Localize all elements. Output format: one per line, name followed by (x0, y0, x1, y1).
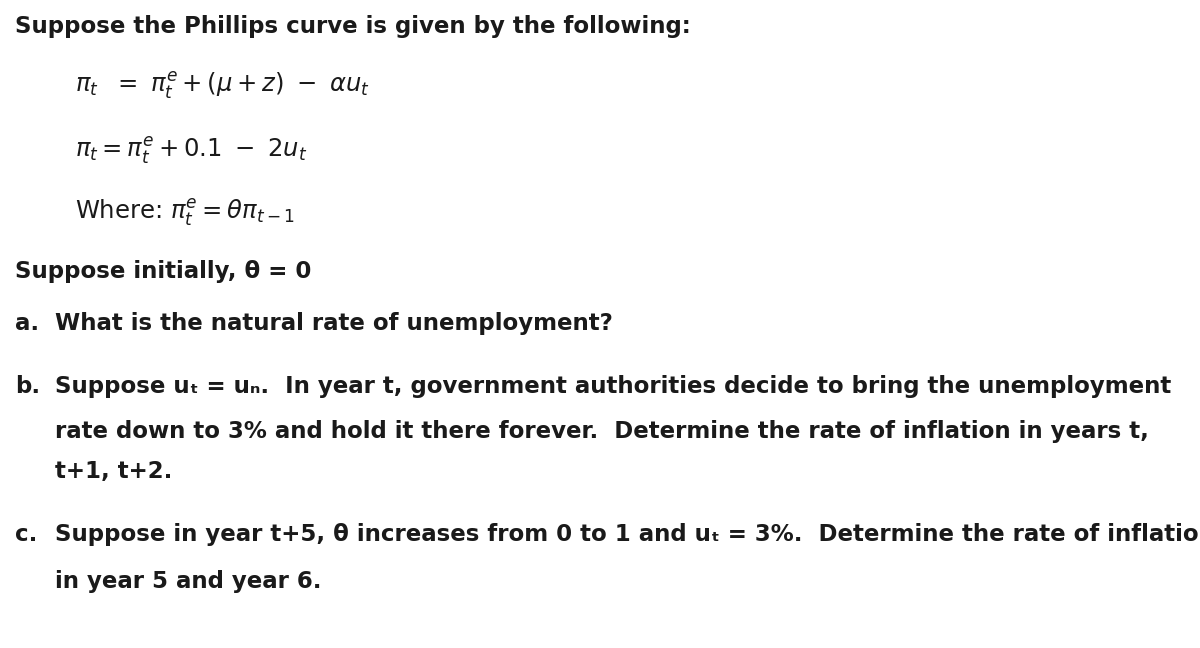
Text: Suppose in year t+5, θ increases from 0 to 1 and uₜ = 3%.  Determine the rate of: Suppose in year t+5, θ increases from 0 … (55, 523, 1200, 546)
Text: Where: $\mathit{\pi}_t^e = \theta\mathit{\pi}_{t-1}$: Where: $\mathit{\pi}_t^e = \theta\mathit… (74, 197, 295, 228)
Text: Suppose uₜ = uₙ.  In year t, government authorities decide to bring the unemploy: Suppose uₜ = uₙ. In year t, government a… (55, 375, 1171, 398)
Text: b.: b. (14, 375, 40, 398)
Text: rate down to 3% and hold it there forever.  Determine the rate of inflation in y: rate down to 3% and hold it there foreve… (55, 420, 1148, 443)
Text: c.: c. (14, 523, 37, 546)
Text: $\mathit{\pi}_t\ \ =\ \mathit{\pi}_t^e + (\mu + z)\ -\ \alpha u_t$: $\mathit{\pi}_t\ \ =\ \mathit{\pi}_t^e +… (74, 70, 370, 101)
Text: Suppose the Phillips curve is given by the following:: Suppose the Phillips curve is given by t… (14, 15, 691, 38)
Text: What is the natural rate of unemployment?: What is the natural rate of unemployment… (55, 312, 613, 335)
Text: Suppose initially, θ = 0: Suppose initially, θ = 0 (14, 260, 311, 283)
Text: a.: a. (14, 312, 40, 335)
Text: in year 5 and year 6.: in year 5 and year 6. (55, 570, 322, 593)
Text: $\mathit{\pi}_t = \mathit{\pi}_t^e + 0.1\ -\ 2u_t$: $\mathit{\pi}_t = \mathit{\pi}_t^e + 0.1… (74, 135, 307, 166)
Text: t+1, t+2.: t+1, t+2. (55, 460, 173, 483)
